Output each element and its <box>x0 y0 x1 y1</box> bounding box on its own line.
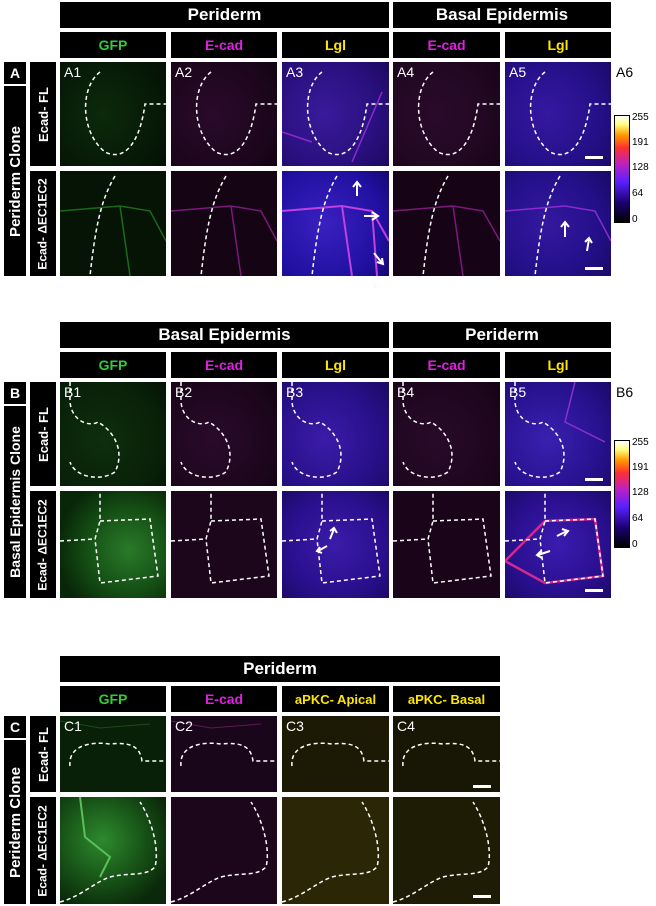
panel-label-c1: C1 <box>64 718 82 734</box>
scale-bar <box>473 785 491 788</box>
image-b2-delta <box>171 491 277 598</box>
colorbar-tick: 191 <box>632 137 649 148</box>
scale-bar <box>585 156 603 159</box>
row-label-ecad-fl: Ecad- FL <box>30 716 56 792</box>
colorbar-tick: 255 <box>632 437 649 448</box>
col-label-lgl: Lgl <box>282 32 389 58</box>
colorbar-tick: 0 <box>632 214 638 225</box>
image-c2-delta <box>171 797 277 904</box>
row-label-ecad-fl: Ecad- FL <box>30 382 56 486</box>
panel-label-b3: B3 <box>286 384 304 400</box>
scale-bar <box>585 589 603 592</box>
colorbar-tick: 64 <box>632 188 644 199</box>
panel-label-a4: A4 <box>397 64 415 80</box>
col-label-lgl: Lgl <box>282 352 389 378</box>
scale-bar <box>585 267 603 270</box>
col-label-ecad: E-cad <box>171 686 277 712</box>
panel-label-b2: B2 <box>175 384 193 400</box>
scale-bar <box>473 895 491 898</box>
group-header-basal: Basal Epidermis <box>60 322 389 348</box>
panel-label-c3: C3 <box>286 718 304 734</box>
image-a4: A4 <box>393 62 500 166</box>
section-letter-b: B <box>4 382 26 404</box>
colorbar-tick: 191 <box>632 462 649 473</box>
colorbar-tick: 128 <box>632 487 649 498</box>
col-label-gfp: GFP <box>60 352 166 378</box>
group-header-periderm: Periderm <box>60 656 500 682</box>
image-b5: B5 <box>505 382 611 486</box>
panel-label-a5: A5 <box>509 64 527 80</box>
image-c1-delta <box>60 797 166 904</box>
col-label-ecad: E-cad <box>171 32 277 58</box>
image-c3-delta <box>282 797 389 904</box>
image-b1-delta <box>60 491 166 598</box>
row-label-ecad-delta: Ecad- ΔEC1EC2 <box>30 171 56 276</box>
group-header-periderm: Periderm <box>393 322 611 348</box>
scale-bar <box>585 478 603 481</box>
row-label-basal-clone: Basal Epidermis Clone <box>4 406 26 598</box>
colorbar-tick: 0 <box>632 539 638 550</box>
image-a3: A3 <box>282 62 389 166</box>
panel-label-b1: B1 <box>64 384 82 400</box>
image-c4-delta <box>393 797 500 904</box>
panel-label-a2: A2 <box>175 64 193 80</box>
row-label-ecad-delta: Ecad- ΔEC1EC2 <box>30 491 56 598</box>
panel-label-b4: B4 <box>397 384 415 400</box>
image-b4: B4 <box>393 382 500 486</box>
image-a2-delta <box>171 171 277 276</box>
image-a5-delta <box>505 171 611 276</box>
colorbar-label-b6: B6 <box>616 384 634 400</box>
image-b4-delta <box>393 491 500 598</box>
col-label-gfp: GFP <box>60 686 166 712</box>
group-header-basal: Basal Epidermis <box>393 2 611 28</box>
row-label-ecad-fl: Ecad- FL <box>30 62 56 166</box>
colorbar-tick: 128 <box>632 162 649 173</box>
col-label-ecad: E-cad <box>171 352 277 378</box>
panel-label-c2: C2 <box>175 718 193 734</box>
image-b1: B1 <box>60 382 166 486</box>
image-c1: C1 <box>60 716 166 792</box>
image-a3-delta <box>282 171 389 276</box>
row-label-ecad-delta: Ecad- ΔEC1EC2 <box>30 797 56 904</box>
colorbar-label-a6: A6 <box>616 64 634 80</box>
image-a5: A5 <box>505 62 611 166</box>
panel-label-a1: A1 <box>64 64 82 80</box>
col-label-lgl-periderm: Lgl <box>505 352 611 378</box>
panel-label-b5: B5 <box>509 384 527 400</box>
image-b5-delta <box>505 491 611 598</box>
image-a1-delta <box>60 171 166 276</box>
image-a2: A2 <box>171 62 277 166</box>
image-c4: C4 <box>393 716 500 792</box>
panel-label-a3: A3 <box>286 64 304 80</box>
image-b3-delta <box>282 491 389 598</box>
colorbar-tick: 64 <box>632 513 644 524</box>
image-a4-delta <box>393 171 500 276</box>
col-label-ecad-basal: E-cad <box>393 32 500 58</box>
section-letter-c: C <box>4 716 26 738</box>
image-b2: B2 <box>171 382 277 486</box>
image-c3: C3 <box>282 716 389 792</box>
group-header-periderm: Periderm <box>60 2 389 28</box>
col-label-gfp: GFP <box>60 32 166 58</box>
colorbar-b <box>614 440 630 548</box>
colorbar-a <box>614 115 630 223</box>
col-label-apkc-apical: aPKC- Apical <box>282 686 389 712</box>
image-a1: A1 <box>60 62 166 166</box>
section-letter-a: A <box>4 62 26 84</box>
row-label-periderm-clone: Periderm Clone <box>4 86 26 276</box>
col-label-apkc-basal: aPKC- Basal <box>393 686 500 712</box>
col-label-lgl-basal: Lgl <box>505 32 611 58</box>
panel-label-c4: C4 <box>397 718 415 734</box>
col-label-ecad-periderm: E-cad <box>393 352 500 378</box>
row-label-periderm-clone: Periderm Clone <box>4 740 26 904</box>
image-c2: C2 <box>171 716 277 792</box>
colorbar-tick: 255 <box>632 112 649 123</box>
image-b3: B3 <box>282 382 389 486</box>
